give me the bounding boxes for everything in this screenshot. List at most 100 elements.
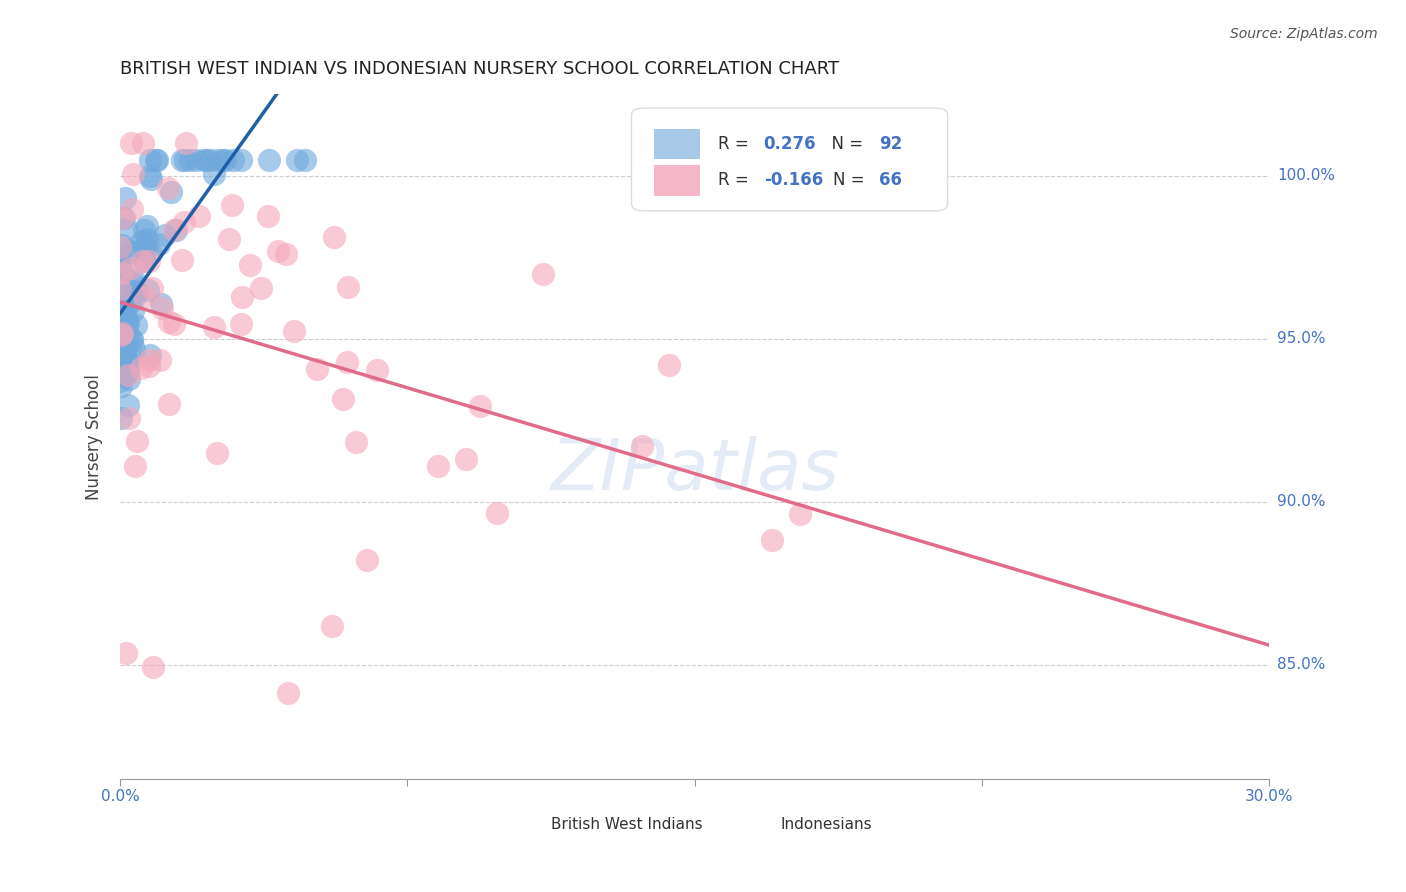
- Point: [129, 360, 152, 375]
- Point: [112, 211, 135, 225]
- Point: [136, 232, 159, 246]
- Bar: [522, 816, 546, 834]
- Point: [193, 153, 215, 167]
- Point: [120, 351, 142, 365]
- Point: [218, 232, 240, 246]
- Point: [110, 323, 132, 337]
- Point: [468, 399, 491, 413]
- Point: [112, 318, 135, 332]
- Point: [131, 254, 153, 268]
- Point: [163, 317, 186, 331]
- Point: [110, 301, 132, 315]
- Point: [117, 399, 139, 413]
- Point: [110, 240, 132, 254]
- Point: [212, 153, 235, 167]
- Point: [172, 153, 194, 167]
- Point: [115, 353, 138, 368]
- Point: [231, 318, 253, 332]
- Point: [117, 366, 139, 380]
- Point: [138, 253, 160, 268]
- Point: [110, 379, 132, 393]
- Point: [112, 335, 135, 350]
- Text: 85.0%: 85.0%: [1277, 657, 1326, 673]
- Point: [120, 244, 142, 259]
- Point: [533, 268, 555, 282]
- Point: [214, 153, 236, 167]
- Point: [454, 452, 477, 467]
- Point: [176, 136, 198, 151]
- Point: [115, 222, 138, 236]
- Point: [250, 281, 273, 295]
- Text: R =: R =: [717, 171, 754, 189]
- Point: [294, 153, 316, 167]
- Point: [118, 410, 141, 425]
- Point: [122, 304, 145, 318]
- Point: [111, 326, 134, 340]
- Point: [108, 374, 131, 388]
- Point: [139, 348, 162, 362]
- Text: R =: R =: [717, 135, 754, 153]
- Point: [136, 283, 159, 297]
- Point: [131, 234, 153, 248]
- Point: [124, 459, 146, 474]
- Point: [108, 331, 131, 345]
- Point: [134, 223, 156, 237]
- Point: [172, 253, 194, 268]
- Point: [108, 357, 131, 371]
- Point: [121, 332, 143, 346]
- Point: [276, 247, 298, 261]
- Point: [135, 241, 157, 255]
- Point: [305, 362, 328, 376]
- Point: [110, 244, 132, 259]
- Point: [761, 533, 783, 548]
- Point: [111, 211, 134, 226]
- Point: [108, 260, 131, 275]
- Point: [336, 355, 359, 369]
- Point: [356, 553, 378, 567]
- Point: [110, 328, 132, 343]
- Point: [138, 353, 160, 368]
- Point: [231, 290, 253, 304]
- Text: N =: N =: [832, 171, 869, 189]
- Point: [221, 153, 243, 167]
- Point: [337, 280, 360, 294]
- Point: [127, 284, 149, 298]
- Text: 92: 92: [879, 135, 901, 153]
- Point: [108, 364, 131, 378]
- Text: 90.0%: 90.0%: [1277, 494, 1326, 509]
- Point: [114, 301, 136, 316]
- Text: 95.0%: 95.0%: [1277, 332, 1326, 346]
- Point: [121, 334, 143, 348]
- Point: [117, 317, 139, 331]
- Point: [257, 153, 280, 167]
- Point: [332, 392, 354, 406]
- Point: [150, 301, 173, 316]
- Text: British West Indians: British West Indians: [551, 817, 703, 832]
- Y-axis label: Nursery School: Nursery School: [86, 374, 103, 500]
- Point: [120, 295, 142, 310]
- Point: [125, 318, 148, 332]
- Point: [149, 353, 172, 368]
- Point: [132, 235, 155, 249]
- Point: [159, 397, 181, 411]
- Text: 0.0%: 0.0%: [101, 789, 139, 804]
- Point: [789, 507, 811, 521]
- Point: [120, 261, 142, 276]
- Point: [118, 372, 141, 386]
- Point: [231, 153, 253, 167]
- Point: [132, 136, 155, 151]
- Bar: [655, 165, 700, 195]
- Point: [122, 273, 145, 287]
- Point: [117, 316, 139, 330]
- Point: [111, 238, 134, 252]
- Point: [149, 297, 172, 311]
- Point: [321, 619, 343, 633]
- Point: [174, 153, 197, 167]
- Text: N =: N =: [821, 135, 869, 153]
- Point: [207, 153, 229, 167]
- Point: [132, 241, 155, 255]
- Text: 30.0%: 30.0%: [1246, 789, 1294, 804]
- Point: [186, 153, 208, 167]
- Point: [110, 354, 132, 368]
- Point: [205, 446, 228, 460]
